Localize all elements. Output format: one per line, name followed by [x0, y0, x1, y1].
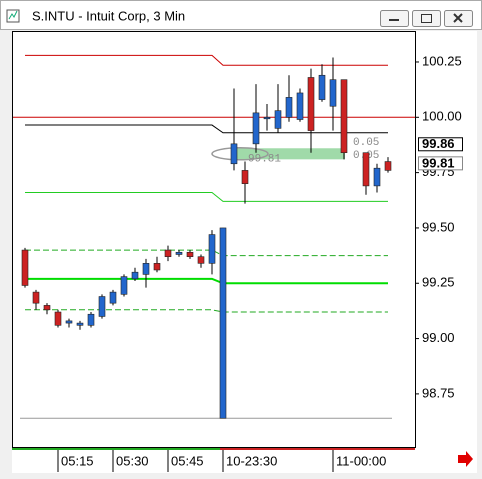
x-tick-label: 05:15 — [61, 453, 94, 468]
order-tag: 0.05 — [353, 137, 379, 149]
candle-body — [296, 92, 304, 120]
x-tick-label: 11-00:00 — [336, 453, 386, 468]
candle-body — [164, 249, 172, 258]
candle-body — [153, 263, 161, 271]
x-tick-label: 05:30 — [116, 453, 149, 468]
candle-body — [54, 311, 62, 326]
candle-body — [230, 143, 238, 165]
candle-body — [131, 271, 139, 280]
maximize-button[interactable] — [412, 10, 441, 27]
maximize-glyph — [421, 14, 432, 23]
order-handle — [211, 147, 269, 161]
plot-border — [12, 31, 416, 448]
candle-body — [120, 276, 128, 295]
candle-body — [362, 152, 370, 187]
y-tick-label: 99.00 — [422, 330, 455, 345]
candle-body — [274, 110, 282, 129]
y-tick-label: 98.75 — [422, 385, 455, 400]
candle-body — [98, 296, 106, 317]
candle-body — [307, 77, 315, 131]
candle-body — [32, 291, 40, 304]
order-zone — [232, 148, 345, 160]
indicator-line — [25, 277, 388, 285]
close-glyph — [453, 13, 463, 23]
candle-body — [109, 291, 117, 304]
candle-body — [87, 313, 95, 326]
plot: 98.7599.0099.2599.5099.75100.00100.2505:… — [12, 53, 463, 472]
candle-body — [373, 167, 381, 187]
candle-body — [142, 263, 150, 275]
y-tick-label: 99.50 — [422, 219, 455, 234]
price-label-box — [418, 137, 463, 152]
time-axis — [12, 447, 477, 473]
candle-body — [340, 79, 348, 154]
app-icon-glyph — [8, 10, 18, 20]
candle-body — [43, 305, 51, 311]
price-label-box — [418, 156, 463, 171]
order-label: 99.81 — [248, 154, 281, 166]
scroll-arrow[interactable] — [458, 451, 473, 467]
candle-body — [285, 97, 293, 118]
indicator-line — [25, 309, 388, 313]
x-tick-label: 05:45 — [171, 453, 204, 468]
candle-body — [175, 251, 183, 255]
y-tick-label: 100.00 — [422, 109, 462, 124]
candle-body — [384, 161, 392, 171]
candle-body — [318, 74, 326, 100]
x-tick-label: 10-23:30 — [226, 453, 277, 468]
candle-body — [252, 112, 260, 145]
candle-body — [21, 249, 29, 286]
candle-body — [208, 234, 216, 264]
candle-body — [186, 251, 194, 258]
candle-body — [76, 322, 84, 326]
session-bar — [12, 447, 220, 450]
candle-body — [329, 79, 337, 107]
indicator-line — [25, 124, 388, 134]
price-axis — [415, 31, 477, 447]
indicator-line — [25, 192, 388, 202]
candle-body — [197, 256, 205, 264]
indicator-line — [25, 54, 388, 66]
price-label: 99.81 — [422, 155, 455, 170]
window-title: S.INTU - Intuit Corp, 3 Min — [32, 8, 185, 23]
indicator-line — [25, 249, 388, 257]
session-bar — [220, 447, 415, 450]
y-tick-label: 100.25 — [422, 53, 462, 68]
price-label: 99.86 — [422, 136, 455, 151]
candle-body — [65, 320, 73, 324]
candle-body — [219, 227, 227, 419]
candle-body — [263, 116, 271, 120]
y-tick-label: 99.25 — [422, 275, 455, 290]
candle-body — [241, 170, 249, 184]
minimize-button[interactable] — [380, 10, 409, 27]
